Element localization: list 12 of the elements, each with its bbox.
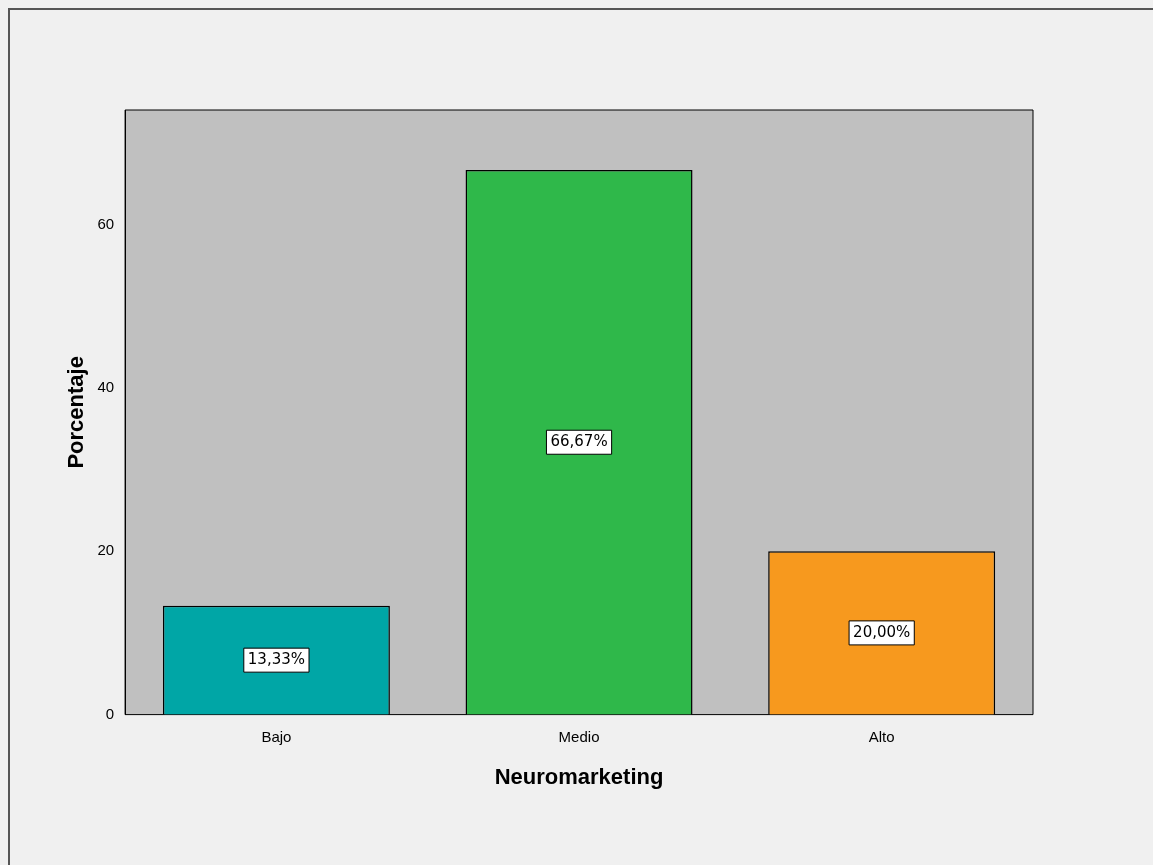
y-tick-label: 60 xyxy=(97,214,115,232)
x-tick-label: Bajo xyxy=(261,727,292,745)
data-label: 13,33% xyxy=(247,650,306,669)
data-label: 20,00% xyxy=(853,622,911,641)
y-axis-title: Porcentaje xyxy=(63,356,89,469)
x-tick-label: Alto xyxy=(868,727,895,745)
y-tick-label: 0 xyxy=(105,704,115,722)
x-axis-title: Neuromarketing xyxy=(494,763,664,789)
x-tick-label: Medio xyxy=(558,727,600,745)
y-tick-label: 40 xyxy=(97,377,115,395)
data-label: 66,67% xyxy=(550,432,608,451)
y-tick-label: 20 xyxy=(97,541,115,559)
